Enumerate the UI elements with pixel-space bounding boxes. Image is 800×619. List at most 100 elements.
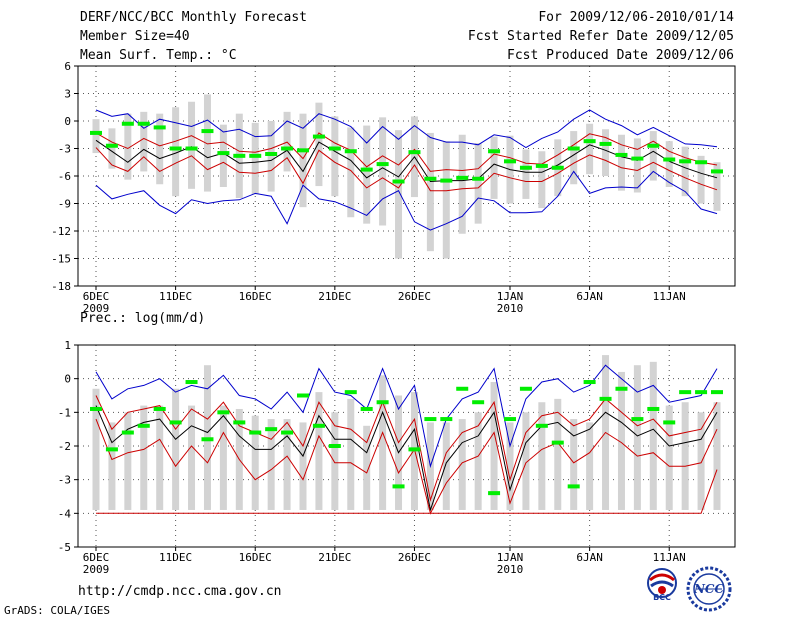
precipitation-median-marker — [328, 444, 341, 448]
precipitation-box — [188, 405, 196, 510]
temperature-box — [633, 138, 641, 193]
temperature-median-marker — [121, 121, 134, 126]
precipitation-median-marker — [647, 406, 660, 411]
temperature-box — [379, 117, 387, 226]
temperature-median-marker — [663, 157, 676, 162]
temperature-box — [108, 128, 116, 169]
bcc-logo-text: BCC — [653, 593, 671, 602]
precipitation-median-marker — [679, 390, 692, 395]
temperature-ytick-label: -6 — [58, 170, 71, 183]
precipitation-xtick-sublabel: 2010 — [497, 563, 524, 576]
temperature-median-marker — [504, 159, 516, 164]
precipitation-median-marker — [344, 390, 357, 395]
precipitation-xtick-label: 26DEC — [398, 551, 431, 564]
temperature-box — [490, 136, 498, 199]
precipitation-ytick-label: 1 — [64, 339, 71, 352]
temperature-median-marker — [249, 153, 262, 158]
forecast-period: For 2009/12/06-2010/01/14 — [538, 10, 734, 25]
precipitation-median-marker — [297, 393, 309, 398]
temperature-box — [395, 130, 403, 259]
temperature-box — [458, 134, 466, 234]
temperature-box — [586, 123, 594, 175]
precip-title: Prec.: log(mm/d) — [80, 311, 205, 326]
temperature-xtick-label: 6DEC — [83, 290, 110, 303]
temperature-median-marker — [137, 121, 150, 126]
temperature-box — [172, 107, 180, 197]
precipitation-box — [490, 382, 498, 510]
precipitation-box — [665, 405, 673, 510]
temperature-median-marker — [440, 178, 453, 183]
temperature-series-ensemble-mean — [95, 139, 718, 183]
grads-credit: GrADS: COLA/IGES — [4, 604, 110, 617]
temperature-xtick-label: 21DEC — [318, 290, 351, 303]
temperature-ytick-label: -12 — [51, 225, 71, 238]
precipitation-median-marker — [711, 390, 723, 395]
precipitation-box — [586, 422, 594, 510]
precipitation-median-marker — [456, 386, 469, 391]
precipitation-series-ensemble-max — [95, 364, 718, 469]
temperature-series-lower-band — [95, 147, 718, 192]
temperature-box — [219, 124, 227, 187]
precipitation-median-marker — [695, 390, 708, 395]
precipitation-median-marker — [504, 417, 516, 422]
precipitation-box — [299, 422, 307, 510]
precipitation-median-marker — [312, 423, 325, 428]
temperature-ytick-label: -9 — [58, 198, 71, 211]
temperature-median-marker — [392, 179, 405, 184]
temperature-box — [124, 113, 132, 180]
precipitation-median-marker — [535, 423, 548, 428]
temperature-median-marker — [424, 176, 437, 181]
precipitation-xtick-label: 6JAN — [576, 551, 603, 564]
fcst-produced-date: Fcst Produced Date 2009/12/06 — [507, 48, 734, 63]
temperature-series-ensemble-max — [95, 109, 718, 149]
precipitation-xtick-label: 21DEC — [318, 551, 351, 564]
precipitation-median-marker — [583, 380, 596, 385]
temperature-ytick-label: 6 — [64, 60, 71, 73]
precipitation-median-marker — [153, 406, 166, 411]
precipitation-median-marker — [599, 396, 612, 401]
temperature-median-marker — [631, 156, 644, 161]
precipitation-xtick-label: 11DEC — [159, 551, 192, 564]
chart-title: DERF/NCC/BCC Monthly Forecast — [80, 10, 307, 25]
temperature-box — [602, 129, 610, 176]
precipitation-box — [713, 402, 721, 510]
temperature-box — [140, 111, 148, 172]
precipitation-ytick-label: -2 — [58, 440, 71, 453]
temperature-xtick-label: 16DEC — [239, 290, 272, 303]
temperature-xtick-label: 11JAN — [653, 290, 686, 303]
precipitation-median-marker — [631, 417, 644, 422]
temperature-xtick-label: 26DEC — [398, 290, 431, 303]
temperature-box — [315, 102, 323, 187]
precipitation-median-marker — [185, 380, 198, 385]
temperature-box — [251, 122, 259, 195]
precipitation-box — [347, 398, 355, 510]
temperature-box — [426, 132, 434, 252]
precipitation-median-marker — [217, 410, 230, 415]
temperature-median-marker — [217, 151, 230, 156]
temperature-box — [442, 141, 450, 259]
footer-url[interactable]: http://cmdp.ncc.cma.gov.cn — [78, 584, 282, 599]
precipitation-median-marker — [376, 400, 389, 405]
precipitation-box — [363, 425, 371, 510]
precipitation-median-marker — [488, 491, 501, 496]
precipitation-median-marker — [137, 423, 150, 428]
fcst-started-date: Fcst Started Refer Date 2009/12/05 — [467, 29, 734, 44]
temperature-median-marker — [201, 129, 214, 134]
temperature-median-marker — [344, 149, 357, 154]
precipitation-box — [108, 422, 116, 510]
precipitation-median-marker — [551, 440, 564, 445]
precipitation-median-marker — [265, 427, 278, 432]
temperature-box — [203, 94, 211, 192]
precipitation-box — [283, 419, 291, 510]
precipitation-median-marker — [519, 386, 532, 391]
temperature-median-marker — [153, 125, 166, 130]
temperature-median-marker — [360, 167, 373, 172]
temperature-median-marker — [647, 143, 660, 148]
precipitation-median-marker — [424, 417, 437, 422]
precipitation-box — [251, 415, 259, 510]
temperature-ytick-label: 3 — [64, 88, 71, 101]
precipitation-box — [633, 365, 641, 510]
precipitation-xtick-sublabel: 2009 — [83, 563, 110, 576]
